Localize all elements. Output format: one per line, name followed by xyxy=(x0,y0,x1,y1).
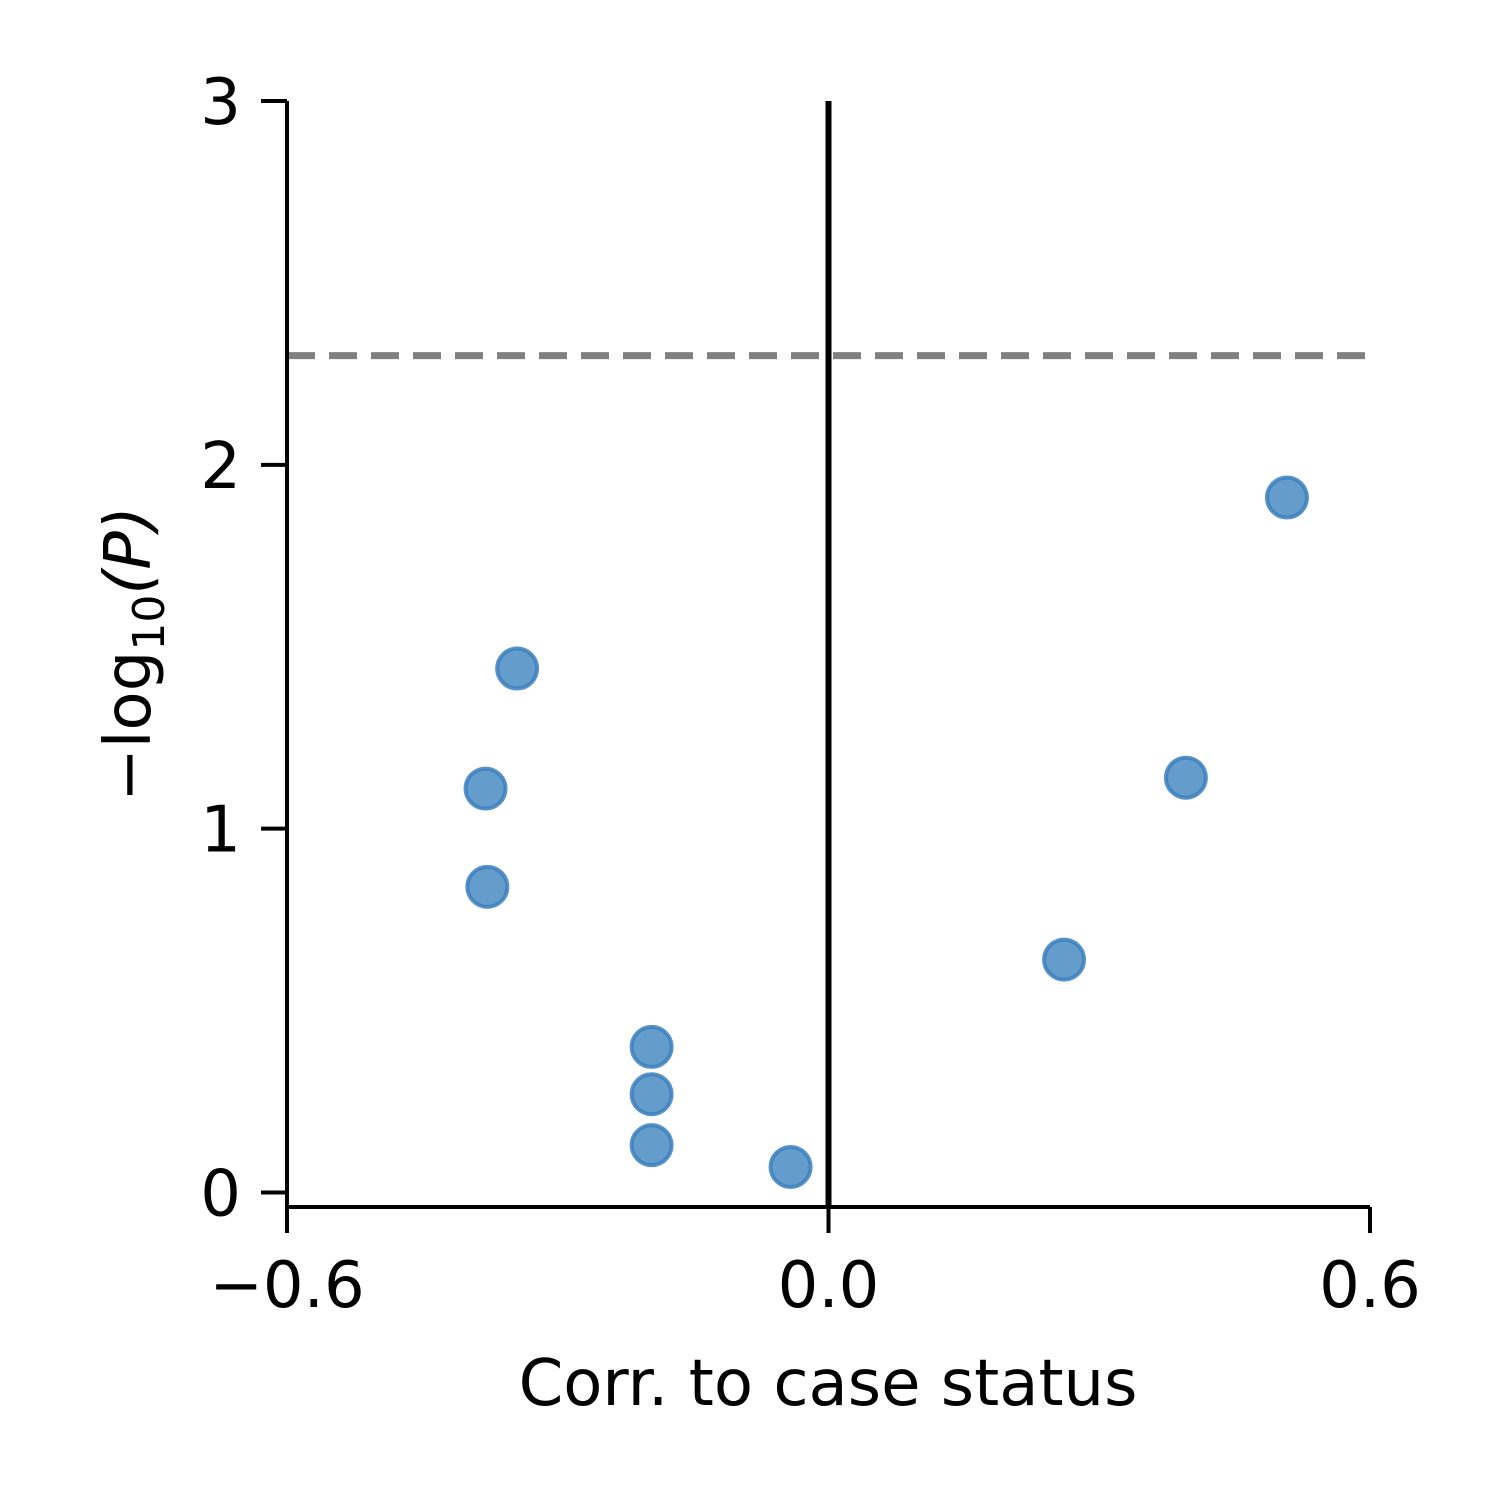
y-axis-label-suffix: (P) xyxy=(92,506,166,595)
data-point xyxy=(1264,475,1309,520)
x-tick-label: 0.0 xyxy=(778,1249,880,1323)
data-point xyxy=(629,1072,674,1117)
x-tick-label: −0.6 xyxy=(209,1249,364,1323)
plot-area xyxy=(287,101,1370,1207)
data-point xyxy=(629,1123,674,1168)
data-point xyxy=(463,766,508,811)
data-point xyxy=(1163,755,1208,800)
x-tick-label: 0.6 xyxy=(1319,1249,1421,1323)
y-tick-label: 0 xyxy=(200,1157,241,1231)
data-point xyxy=(629,1024,674,1069)
data-point xyxy=(1042,937,1087,982)
y-axis-label: −log10(P) xyxy=(92,506,175,802)
y-tick-label: 1 xyxy=(200,794,241,868)
y-tick-label: 3 xyxy=(200,66,241,140)
x-axis-label: Corr. to case status xyxy=(519,1347,1138,1421)
ticks: −0.6 0.0 0.6 0 1 2 3 xyxy=(200,66,1421,1323)
y-axis-label-subscript: 10 xyxy=(124,595,175,651)
y-axis-label-prefix: −log xyxy=(92,651,166,802)
data-point xyxy=(495,646,540,691)
data-point xyxy=(465,864,510,909)
y-tick-label: 2 xyxy=(200,430,241,504)
data-point xyxy=(768,1144,813,1189)
